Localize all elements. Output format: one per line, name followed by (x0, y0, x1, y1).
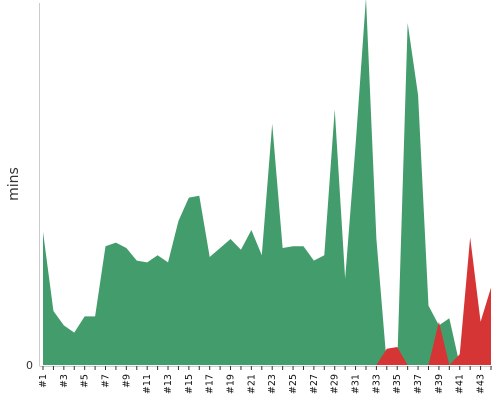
x-tick-label: #15 (184, 374, 195, 394)
x-tick-label: #17 (205, 374, 216, 394)
x-tick-label: #31 (351, 374, 362, 394)
area-series-2 (43, 237, 491, 365)
area-series-1 (43, 0, 491, 365)
x-tick-label: #43 (476, 374, 487, 394)
x-tick-label: #21 (246, 374, 257, 394)
x-tick-label: #5 (80, 374, 91, 388)
x-tick-label: #11 (142, 374, 153, 394)
y-tick-label-zero: 0 (26, 359, 33, 372)
x-axis-ticks (42, 366, 492, 370)
x-tick-label: #19 (226, 374, 237, 394)
x-tick-label: #23 (267, 374, 278, 394)
x-tick-label: #33 (371, 374, 382, 394)
x-tick-label: #37 (413, 374, 424, 394)
x-tick-label: #39 (434, 374, 445, 394)
x-tick-label: #13 (163, 374, 174, 394)
x-tick-label: #3 (59, 374, 70, 388)
x-tick-label: #35 (392, 374, 403, 394)
x-tick-label: #7 (101, 374, 112, 388)
area-series-group (43, 0, 491, 365)
y-axis-label: mins (6, 167, 22, 201)
x-tick-label: #27 (309, 374, 320, 394)
x-tick-label: #9 (121, 374, 132, 388)
x-tick-label: #1 (38, 374, 49, 388)
x-tick-label: #25 (288, 374, 299, 394)
x-axis-tick-labels: #1 #3 #5 #7 #9 #11 #13 #15 #17 #19 #21 #23 #25 #27 #29… (38, 374, 487, 394)
x-tick-label: #29 (330, 374, 341, 394)
x-tick-label: #41 (455, 374, 466, 394)
